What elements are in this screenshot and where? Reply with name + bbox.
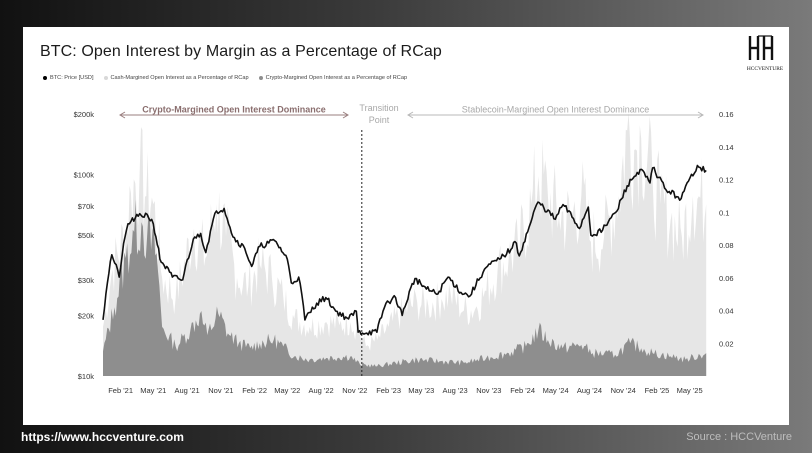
left-region-arrow-right — [342, 111, 349, 119]
x-tick-label: Nov '22 — [342, 386, 367, 395]
x-tick-label: May '22 — [274, 386, 300, 395]
y-right-tick-label: 0.06 — [719, 274, 734, 283]
btc-price-line — [102, 164, 707, 336]
y-left-tick-label: $100k — [74, 171, 95, 180]
y-right-tick-label: 0.1 — [719, 208, 729, 217]
x-tick-label: Feb '21 — [108, 386, 133, 395]
y-left-tick-label: $50k — [78, 231, 95, 240]
y-right-tick-label: 0.16 — [719, 110, 734, 119]
x-tick-label: Nov '24 — [611, 386, 636, 395]
chart-plot: $200k $100k $70k $50k $30k $20k $10k 0.16 0.14 0.… — [74, 103, 734, 395]
x-tick-label: Nov '23 — [476, 386, 501, 395]
legend-swatch-price — [43, 76, 47, 80]
footer-source: Source : HCCVenture — [686, 431, 792, 443]
y-left-tick-label: $10k — [78, 372, 95, 381]
y-right-tick-label: 0.04 — [719, 307, 734, 316]
transition-label: Transition — [359, 103, 398, 113]
hccventure-logo: HCCVENTURE — [747, 35, 784, 72]
x-tick-label: May '24 — [543, 386, 569, 395]
x-tick-label: Feb '23 — [376, 386, 401, 395]
logo-wordmark: HCCVENTURE — [747, 66, 784, 72]
y-right-tick-label: 0.14 — [719, 143, 734, 152]
x-tick-label: Feb '24 — [510, 386, 535, 395]
right-region-label: Stablecoin-Margined Open Interest Domina… — [462, 105, 650, 115]
x-tick-label: Aug '21 — [174, 386, 199, 395]
crypto-margined-oi-area — [103, 199, 707, 376]
x-tick-label: May '25 — [677, 386, 703, 395]
right-region-arrow-right — [697, 111, 704, 119]
x-tick-label: Feb '22 — [242, 386, 267, 395]
y-left-tick-label: $200k — [74, 110, 95, 119]
x-tick-label: May '21 — [140, 386, 166, 395]
transition-label-2: Point — [369, 115, 390, 125]
right-region-arrow-left — [407, 111, 414, 119]
chart-title: BTC: Open Interest by Margin as a Percen… — [40, 43, 442, 60]
x-tick-label: Nov '21 — [208, 386, 233, 395]
legend-item-price: BTC: Price [USD] — [43, 75, 94, 81]
y-right-tick-label: 0.02 — [719, 339, 734, 348]
left-region-label: Crypto-Margined Open Interest Dominance — [142, 105, 326, 115]
footer-url[interactable]: https://www.hccventure.com — [21, 430, 184, 444]
legend-item-crypto: Crypto-Margined Open Interest as a Perce… — [258, 75, 408, 81]
y-right-tick-label: 0.12 — [719, 176, 734, 185]
x-tick-label: May '23 — [408, 386, 434, 395]
x-tick-label: Aug '23 — [442, 386, 467, 395]
x-tick-label: Aug '24 — [577, 386, 602, 395]
y-left-tick-label: $20k — [78, 311, 95, 320]
legend-label-price: BTC: Price [USD] — [50, 75, 94, 81]
legend-swatch-crypto — [258, 76, 263, 80]
chart-card: BTC: Open Interest by Margin as a Percen… — [23, 27, 789, 425]
cash-margined-oi-area — [103, 112, 707, 376]
y-left-tick-label: $30k — [78, 276, 95, 285]
legend-item-cash: Cash-Margined Open Interest as a Percent… — [103, 75, 249, 81]
y-right-tick-label: 0.08 — [719, 241, 734, 250]
chart-legend: BTC: Price [USD] Cash-Margined Open Inte… — [43, 75, 407, 81]
legend-label-crypto: Crypto-Margined Open Interest as a Perce… — [265, 75, 408, 81]
y-left-tick-label: $70k — [78, 202, 95, 211]
x-tick-label: Aug '22 — [308, 386, 333, 395]
x-tick-label: Feb '25 — [645, 386, 670, 395]
legend-label-cash: Cash-Margined Open Interest as a Percent… — [110, 75, 249, 81]
left-region-arrow-left — [119, 111, 126, 119]
legend-swatch-cash — [103, 76, 108, 80]
